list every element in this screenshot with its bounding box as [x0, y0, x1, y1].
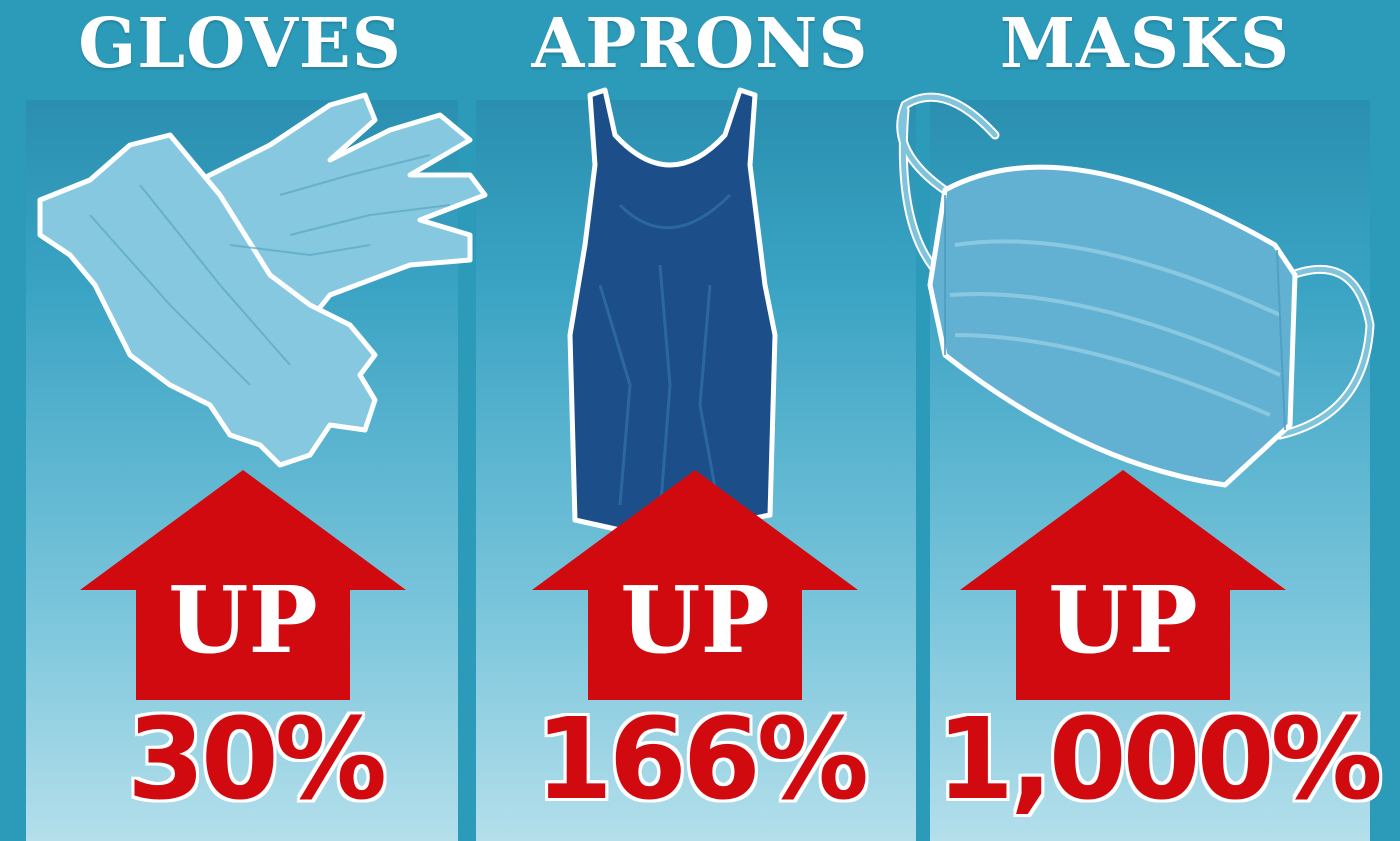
mask-icon: [885, 85, 1400, 505]
gloves-icon: [30, 85, 490, 495]
aprons-up-arrow: [530, 470, 860, 700]
gloves-up-arrow: [78, 470, 408, 700]
apron-icon: [560, 85, 790, 535]
masks-up-label: UP: [1048, 566, 1198, 674]
gloves-percentage: 30%: [125, 695, 388, 825]
masks-heading: MASKS: [999, 4, 1291, 84]
masks-up-arrow: [958, 470, 1288, 700]
gloves-up-label: UP: [168, 566, 318, 674]
aprons-percentage: 166%: [533, 695, 870, 825]
gloves-heading: GLOVES: [78, 4, 402, 84]
aprons-heading: APRONS: [531, 4, 869, 84]
aprons-up-label: UP: [620, 566, 770, 674]
masks-percentage: 1,000%: [935, 695, 1384, 825]
